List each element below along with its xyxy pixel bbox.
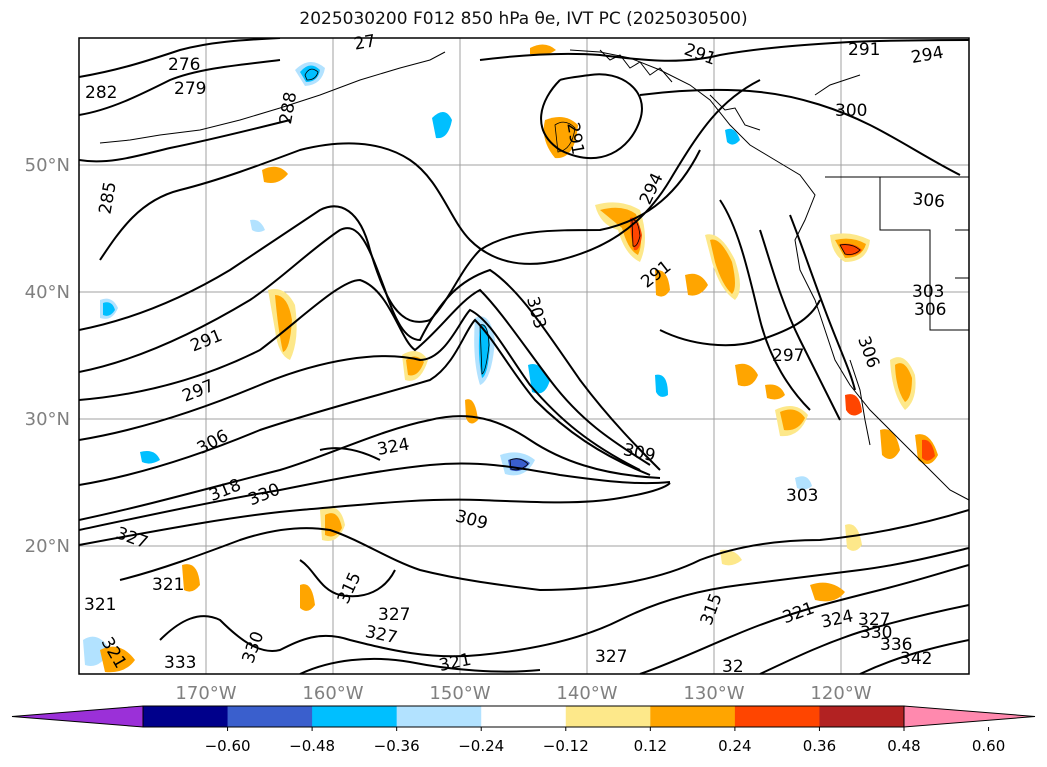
colorbar-tick-label: −0.24 bbox=[458, 737, 504, 755]
theta-e-contours bbox=[79, 38, 969, 674]
contour-label: 306 bbox=[912, 189, 946, 212]
contour-label: 32 bbox=[722, 657, 744, 677]
contour-label: 327 bbox=[595, 647, 627, 667]
map-title: 2025030200 F012 850 hPa θe, IVT PC (2025… bbox=[299, 9, 748, 29]
lon-label-160w: 160°W bbox=[302, 683, 363, 704]
colorbar-tick-label: 0.12 bbox=[634, 737, 667, 755]
lat-label-50n: 50°N bbox=[25, 155, 70, 176]
colorbar: −0.60 −0.48 −0.36 −0.24 −0.12 0.12 0.24 0.36 0.4… bbox=[11, 705, 1036, 755]
colorbar-tick-label: −0.36 bbox=[374, 737, 420, 755]
contour-label: 303 bbox=[786, 486, 818, 506]
colorbar-segment bbox=[143, 706, 229, 727]
coastlines bbox=[99, 49, 969, 501]
contour-label: 333 bbox=[164, 653, 196, 673]
lon-label-130w: 130°W bbox=[683, 683, 744, 704]
contour-label: 282 bbox=[85, 83, 117, 103]
colorbar-segment bbox=[565, 706, 651, 727]
colorbar-frame bbox=[142, 705, 905, 728]
colorbar-extend-high bbox=[903, 705, 1036, 728]
colorbar-tick-label: 0.24 bbox=[718, 737, 751, 755]
contour-label: 327 bbox=[378, 605, 410, 625]
colorbar-segment bbox=[650, 706, 736, 727]
colorbar-segment bbox=[396, 706, 482, 727]
contour-label: 291 bbox=[848, 40, 880, 60]
colorbar-extend-low bbox=[11, 705, 144, 728]
colorbar-segment bbox=[227, 706, 313, 727]
lon-label-150w: 150°W bbox=[429, 683, 490, 704]
map-plot-area bbox=[78, 37, 970, 675]
contour-label: 330 bbox=[860, 623, 892, 643]
colorbar-tick-label: 0.48 bbox=[887, 737, 920, 755]
colorbar-tick-label: 0.60 bbox=[972, 737, 1005, 755]
latitude-labels: 50°N 40°N 30°N 20°N bbox=[25, 155, 70, 557]
colorbar-tick-label: −0.48 bbox=[289, 737, 335, 755]
gridlines bbox=[79, 38, 969, 674]
colorbar-tick-label: −0.12 bbox=[543, 737, 589, 755]
colorbar-tick-label: 0.36 bbox=[803, 737, 836, 755]
colorbar-tick-label: −0.60 bbox=[205, 737, 251, 755]
contour-label: 303 bbox=[912, 282, 944, 302]
plot-frame bbox=[78, 37, 970, 675]
lat-label-30n: 30°N bbox=[25, 409, 70, 430]
contour-label: 321 bbox=[152, 575, 184, 595]
colorbar-segment bbox=[734, 706, 820, 727]
map-background bbox=[79, 38, 969, 674]
shaded-anomalies bbox=[83, 44, 938, 673]
colorbar-segment bbox=[481, 706, 567, 727]
longitude-labels: 170°W 160°W 150°W 140°W 130°W 120°W bbox=[175, 683, 871, 704]
contour-label: 279 bbox=[174, 79, 206, 99]
contour-label: 306 bbox=[914, 300, 946, 320]
contour-label: 27 bbox=[353, 31, 378, 54]
lon-label-170w: 170°W bbox=[175, 683, 236, 704]
lat-label-20n: 20°N bbox=[25, 536, 70, 557]
lon-label-140w: 140°W bbox=[556, 683, 617, 704]
contour-label: 327 bbox=[858, 610, 890, 630]
colorbar-segment bbox=[312, 706, 398, 727]
ivt-contour-outlines bbox=[304, 68, 861, 471]
contour-label: 300 bbox=[835, 101, 867, 121]
lat-label-40n: 40°N bbox=[25, 282, 70, 303]
lon-label-120w: 120°W bbox=[810, 683, 871, 704]
contour-label: 342 bbox=[900, 649, 932, 669]
contour-label: 276 bbox=[168, 55, 200, 75]
contour-label: 336 bbox=[880, 635, 912, 655]
contour-label: 321 bbox=[84, 595, 116, 615]
contour-label: 297 bbox=[772, 346, 804, 366]
colorbar-segment bbox=[819, 706, 905, 727]
